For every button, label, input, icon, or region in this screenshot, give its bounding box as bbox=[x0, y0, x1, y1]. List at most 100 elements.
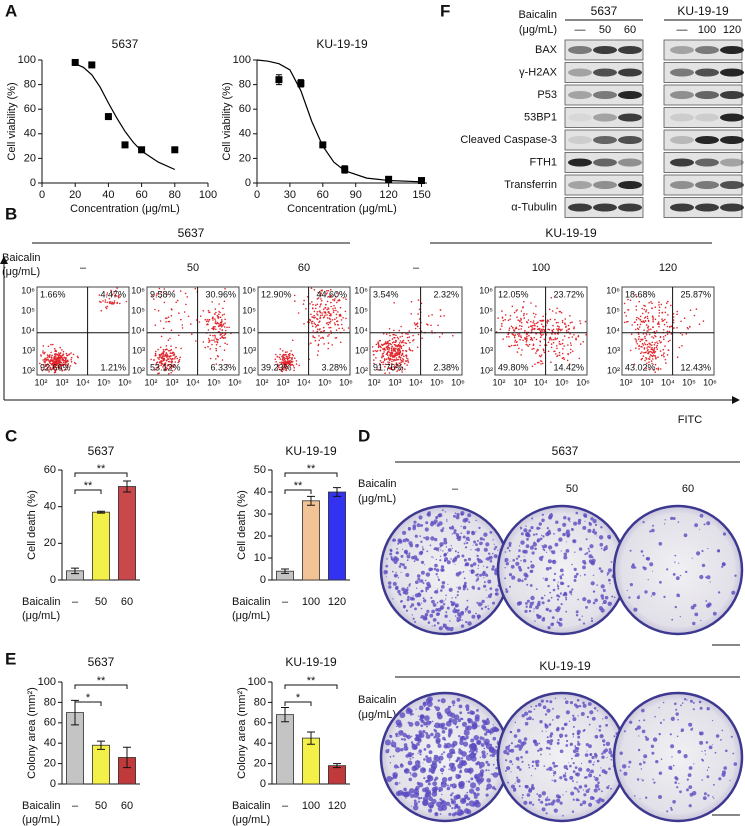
colony bbox=[731, 591, 735, 595]
colony bbox=[702, 759, 704, 761]
colony bbox=[570, 792, 574, 796]
colony bbox=[469, 744, 474, 749]
event-dot bbox=[328, 342, 330, 344]
colony bbox=[634, 566, 636, 568]
event-dot bbox=[50, 352, 52, 354]
colony bbox=[524, 737, 528, 741]
colony bbox=[700, 514, 704, 518]
colony bbox=[475, 531, 476, 532]
colony bbox=[481, 750, 485, 754]
colony bbox=[393, 755, 395, 757]
colony bbox=[444, 600, 445, 601]
quadrant-value: 1.21% bbox=[100, 362, 126, 372]
quadrant-value: 1.66% bbox=[40, 289, 66, 299]
event-dot bbox=[523, 301, 525, 303]
event-dot bbox=[430, 325, 432, 327]
colony bbox=[461, 526, 462, 527]
event-dot bbox=[660, 341, 662, 343]
event-dot bbox=[182, 327, 184, 329]
event-dot bbox=[285, 354, 287, 356]
colony bbox=[548, 559, 552, 563]
colony bbox=[576, 573, 579, 576]
colony bbox=[588, 773, 592, 777]
event-dot bbox=[516, 328, 518, 330]
event-dot bbox=[326, 314, 328, 316]
event-dot bbox=[520, 337, 522, 339]
event-dot bbox=[532, 327, 534, 329]
event-dot bbox=[56, 358, 58, 360]
colony bbox=[420, 797, 422, 799]
panel-letter: B bbox=[5, 204, 17, 223]
colony bbox=[620, 752, 623, 755]
colony bbox=[492, 553, 494, 555]
colony bbox=[543, 578, 544, 579]
colony bbox=[558, 537, 562, 541]
event-dot bbox=[664, 345, 666, 347]
event-dot bbox=[310, 319, 312, 321]
colony bbox=[663, 702, 665, 704]
colony bbox=[426, 582, 430, 586]
colony bbox=[438, 551, 439, 552]
colony bbox=[442, 550, 443, 551]
event-dot bbox=[514, 337, 516, 339]
event-dot bbox=[296, 360, 298, 362]
colony bbox=[388, 581, 392, 585]
colony bbox=[467, 531, 471, 535]
event-dot bbox=[317, 304, 319, 306]
y-tick-label: 20 bbox=[24, 152, 36, 164]
colony bbox=[423, 599, 426, 602]
colony bbox=[583, 513, 587, 517]
x-tick-label: – bbox=[282, 596, 289, 608]
treatment-label: Baicalin bbox=[2, 252, 41, 264]
colony bbox=[410, 774, 411, 775]
event-dot bbox=[636, 319, 638, 321]
event-dot bbox=[60, 352, 62, 354]
colony bbox=[576, 512, 579, 515]
event-dot bbox=[289, 353, 291, 355]
event-dot bbox=[294, 300, 296, 302]
colony bbox=[487, 718, 489, 720]
colony bbox=[653, 782, 655, 784]
colony bbox=[411, 766, 417, 772]
colony bbox=[457, 806, 461, 810]
event-dot bbox=[210, 348, 212, 350]
event-dot bbox=[634, 338, 636, 340]
event-dot bbox=[390, 355, 392, 357]
x-tick-label: 120 bbox=[379, 189, 397, 201]
event-dot bbox=[342, 328, 344, 330]
colony bbox=[560, 569, 564, 573]
colony bbox=[467, 725, 472, 730]
colony bbox=[386, 558, 388, 560]
colony bbox=[426, 610, 429, 613]
event-dot bbox=[216, 341, 218, 343]
event-dot bbox=[543, 348, 545, 350]
colony bbox=[405, 754, 409, 758]
colony bbox=[541, 519, 545, 523]
colony bbox=[439, 626, 443, 630]
event-dot bbox=[414, 322, 416, 324]
colony bbox=[676, 576, 680, 580]
colony bbox=[494, 554, 498, 558]
colony bbox=[422, 546, 424, 548]
panel-letter: F bbox=[440, 1, 450, 20]
colony bbox=[449, 620, 451, 622]
colony bbox=[447, 787, 451, 791]
event-dot bbox=[641, 351, 643, 353]
event-dot bbox=[399, 346, 401, 348]
colony bbox=[443, 623, 445, 625]
colony bbox=[460, 798, 466, 804]
event-dot bbox=[407, 360, 409, 362]
colony bbox=[565, 700, 569, 704]
event-dot bbox=[643, 305, 645, 307]
colony bbox=[582, 800, 586, 804]
event-dot bbox=[530, 325, 532, 327]
colony bbox=[520, 540, 524, 544]
event-dot bbox=[389, 335, 391, 337]
event-dot bbox=[312, 304, 314, 306]
colony bbox=[542, 546, 544, 548]
colony bbox=[562, 523, 566, 527]
treatment-label: (μg/mL) bbox=[358, 493, 396, 505]
colony bbox=[706, 521, 710, 525]
colony bbox=[572, 733, 574, 735]
colony bbox=[495, 746, 497, 748]
